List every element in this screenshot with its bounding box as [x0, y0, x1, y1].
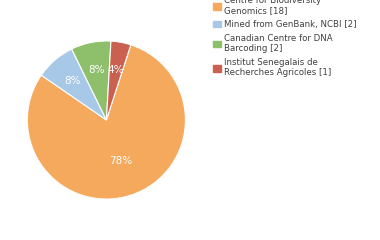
Wedge shape — [106, 41, 131, 120]
Legend: Centre for Biodiversity
Genomics [18], Mined from GenBank, NCBI [2], Canadian Ce: Centre for Biodiversity Genomics [18], M… — [214, 0, 357, 77]
Text: 8%: 8% — [65, 76, 81, 86]
Wedge shape — [27, 45, 185, 199]
Wedge shape — [41, 49, 106, 120]
Text: 4%: 4% — [108, 65, 124, 74]
Text: 8%: 8% — [88, 65, 105, 75]
Text: 78%: 78% — [109, 156, 132, 166]
Wedge shape — [72, 41, 111, 120]
